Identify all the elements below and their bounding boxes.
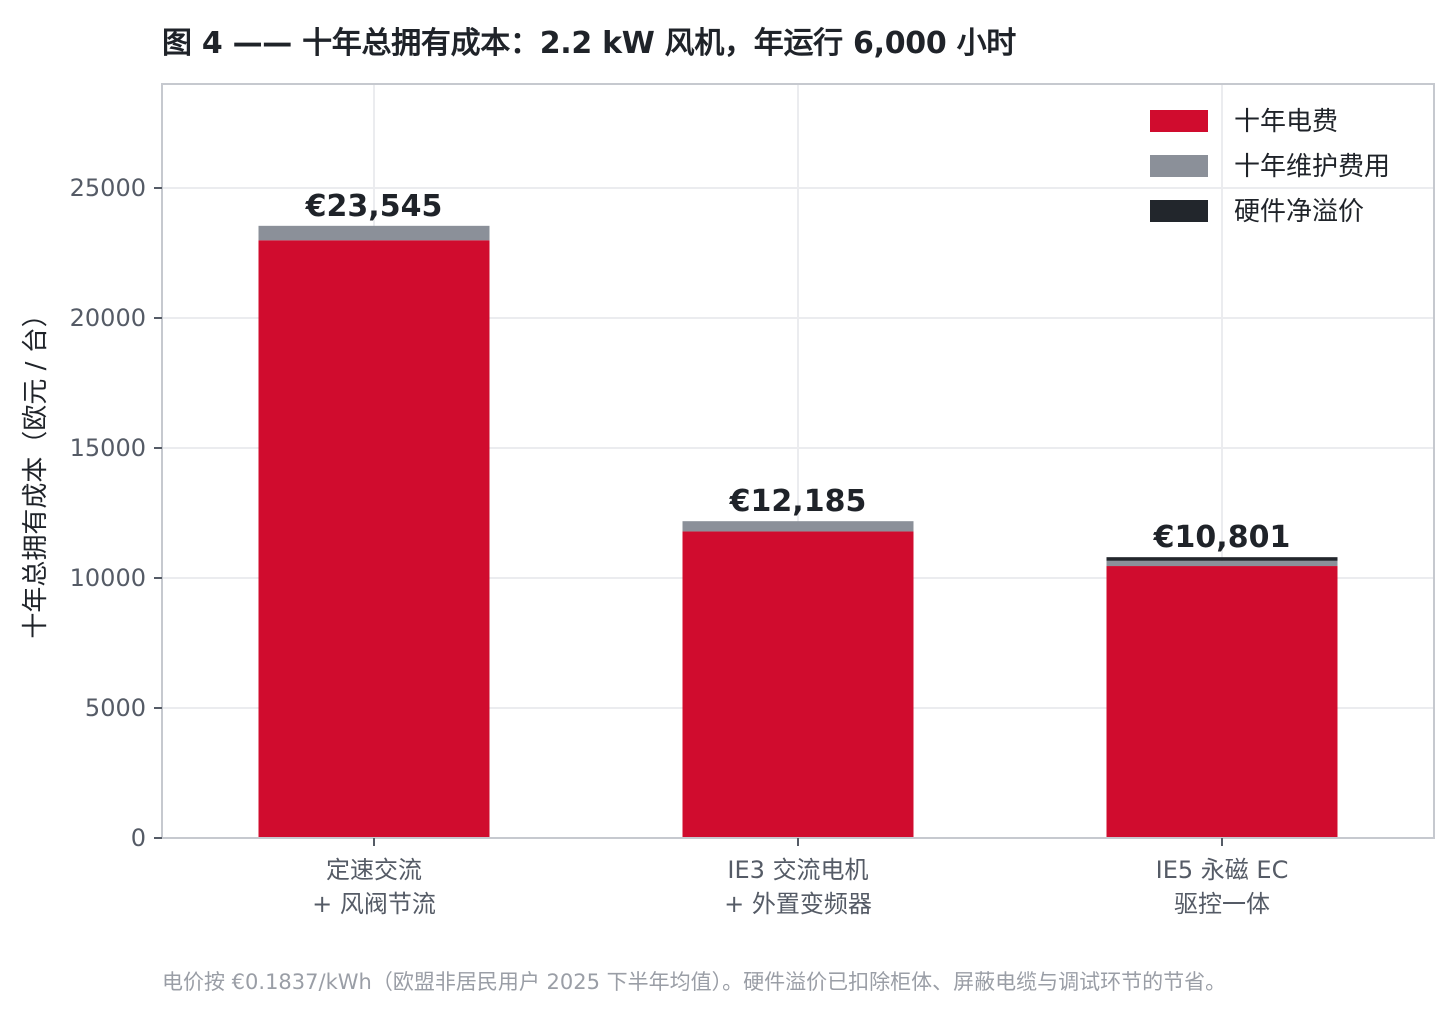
x-category-label: + 外置变频器 <box>724 890 872 918</box>
chart-title: 图 4 —— 十年总拥有成本：2.2 kW 风机，年运行 6,000 小时 <box>162 26 1016 61</box>
bar-total-label: €12,185 <box>729 484 867 519</box>
x-category-label: 定速交流 <box>326 856 422 884</box>
bar-segment-2 <box>258 225 490 241</box>
footnote: 电价按 €0.1837/kWh（欧盟非居民用户 2025 下半年均值）。硬件溢价… <box>162 970 1227 994</box>
y-axis-label: 十年总拥有成本（欧元 / 台） <box>21 301 51 638</box>
x-category-label: 驱控一体 <box>1174 890 1270 918</box>
x-category-label: IE3 交流电机 <box>727 856 868 884</box>
bar-total-label: €10,801 <box>1153 520 1291 555</box>
x-category-label: IE5 永磁 EC <box>1156 856 1289 884</box>
bar-segment-1 <box>258 240 490 838</box>
legend-swatch-1 <box>1150 110 1208 132</box>
y-tick-label: 15000 <box>70 434 146 462</box>
y-tick-label: 10000 <box>70 564 146 592</box>
axis-layer: 0 5000 10000 15000 20000 25000 定速交流 + 风阀节流 IE3 交… <box>70 83 1435 918</box>
legend-label: 十年电费 <box>1234 107 1338 137</box>
legend-swatch-2 <box>1150 155 1208 177</box>
bar-segment-3 <box>1106 557 1338 561</box>
bar-segment-1 <box>682 531 914 838</box>
legend-swatch-3 <box>1150 200 1208 222</box>
bar-layer: €23,545 €12,185 €10,801 <box>258 189 1338 838</box>
legend-label: 硬件净溢价 <box>1234 197 1364 227</box>
y-tick-label: 5000 <box>85 694 146 722</box>
bar-segment-1 <box>1106 566 1338 838</box>
bar-segment-2 <box>682 521 914 532</box>
bar-segment-2 <box>1106 560 1338 567</box>
y-tick-label: 0 <box>131 824 146 852</box>
x-category-label: + 风阀节流 <box>312 890 436 918</box>
bar-total-label: €23,545 <box>305 189 443 224</box>
y-tick-label: 25000 <box>70 174 146 202</box>
legend-label: 十年维护费用 <box>1234 152 1390 182</box>
y-tick-label: 20000 <box>70 304 146 332</box>
